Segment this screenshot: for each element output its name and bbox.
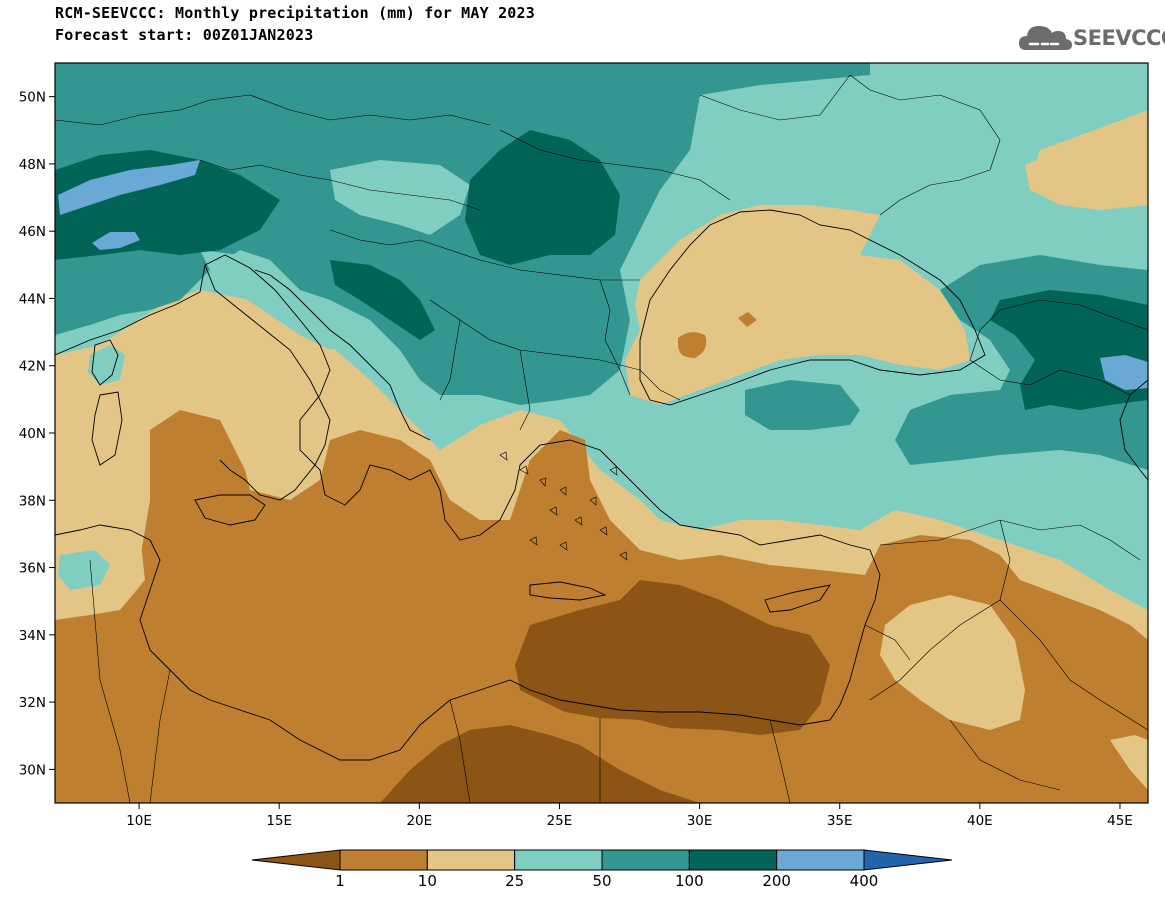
colorbar-label: 100 xyxy=(675,872,704,890)
lat-tick-label: 46N xyxy=(19,224,46,240)
colorbar-label: 400 xyxy=(850,872,879,890)
longitude-axis: 10E 15E 20E 25E 30E 35E 40E 45E xyxy=(126,803,1133,829)
lon-tick-label: 40E xyxy=(967,813,993,829)
colorbar-label: 200 xyxy=(762,872,791,890)
lat-tick-label: 34N xyxy=(19,628,46,644)
field-lt1-libya-south xyxy=(380,725,700,803)
field-200-400-alps-west xyxy=(58,160,200,215)
precipitation-fields xyxy=(55,63,1148,803)
lon-tick-label: 10E xyxy=(126,813,152,829)
field-50-100-alps-balkans xyxy=(55,63,870,405)
field-25-50-algeria-coast xyxy=(58,550,110,590)
colorbar-segment xyxy=(776,849,865,871)
lon-tick-label: 35E xyxy=(827,813,853,829)
colorbar-extend-low xyxy=(251,849,341,871)
lat-tick-label: 30N xyxy=(19,762,46,778)
field-25-50-pannonia xyxy=(330,160,470,235)
coastlines xyxy=(55,209,1148,761)
colorbar-label: 25 xyxy=(505,872,524,890)
lat-tick-label: 36N xyxy=(19,561,46,577)
lat-tick-label: 42N xyxy=(19,359,46,375)
field-10-25-ukraine xyxy=(1025,110,1148,210)
lat-tick-label: 40N xyxy=(19,426,46,442)
field-10-25-black-sea xyxy=(625,205,970,405)
colorbar-label: 10 xyxy=(418,872,437,890)
field-200-400-alps-south xyxy=(92,232,140,250)
borders xyxy=(55,74,1148,803)
map-title: RCM-SEEVCCC: Monthly precipitation (mm) … xyxy=(55,4,535,22)
lon-tick-label: 45E xyxy=(1107,813,1133,829)
colorbar-extend-high xyxy=(863,849,953,871)
colorbar-segment xyxy=(688,849,778,871)
forecast-start-label: Forecast start: 00Z01JAN2023 xyxy=(55,26,314,44)
field-25-50-sardinia xyxy=(88,345,125,385)
colorbar-label: 1 xyxy=(335,872,345,890)
lat-tick-label: 44N xyxy=(19,291,46,307)
field-10-25-syria xyxy=(880,595,1025,730)
lon-tick-label: 15E xyxy=(266,813,292,829)
lon-tick-label: 25E xyxy=(547,813,573,829)
cloud-icon xyxy=(1019,26,1072,50)
lon-tick-label: 20E xyxy=(406,813,432,829)
lat-tick-label: 32N xyxy=(19,695,46,711)
lon-tick-label: 30E xyxy=(687,813,713,829)
field-100-200-west-balkans xyxy=(330,260,435,340)
field-10-25-iraq-edge xyxy=(1110,735,1148,790)
colorbar: 1 10 25 50 100 200 400 xyxy=(251,849,953,890)
colorbar-segment xyxy=(426,849,516,871)
lat-tick-label: 50N xyxy=(19,90,46,106)
latitude-axis: 50N 48N 46N 44N 42N 40N 38N 36N 34N 32N 30N xyxy=(19,90,55,778)
lat-tick-label: 38N xyxy=(19,493,46,509)
colorbar-segment xyxy=(514,849,603,871)
field-50-100-anatolia xyxy=(745,380,860,430)
colorbar-segment xyxy=(601,849,690,871)
colorbar-label: 50 xyxy=(592,872,611,890)
lat-tick-label: 48N xyxy=(19,157,46,173)
colorbar-segment xyxy=(339,849,428,871)
field-lt1-libya-egypt xyxy=(515,580,830,735)
field-1-10-black-sea-spot2 xyxy=(738,312,757,327)
logo-text: SEEVCCC xyxy=(1073,26,1165,50)
field-100-200-carpathians xyxy=(465,130,620,265)
aegean-islands xyxy=(499,451,628,561)
field-1-10-black-sea-spot xyxy=(678,332,707,358)
seevccc-logo: SEEVCCC xyxy=(1018,20,1165,56)
field-25-50-adriatic xyxy=(200,250,350,350)
field-200-400-caucasus xyxy=(1100,355,1148,390)
